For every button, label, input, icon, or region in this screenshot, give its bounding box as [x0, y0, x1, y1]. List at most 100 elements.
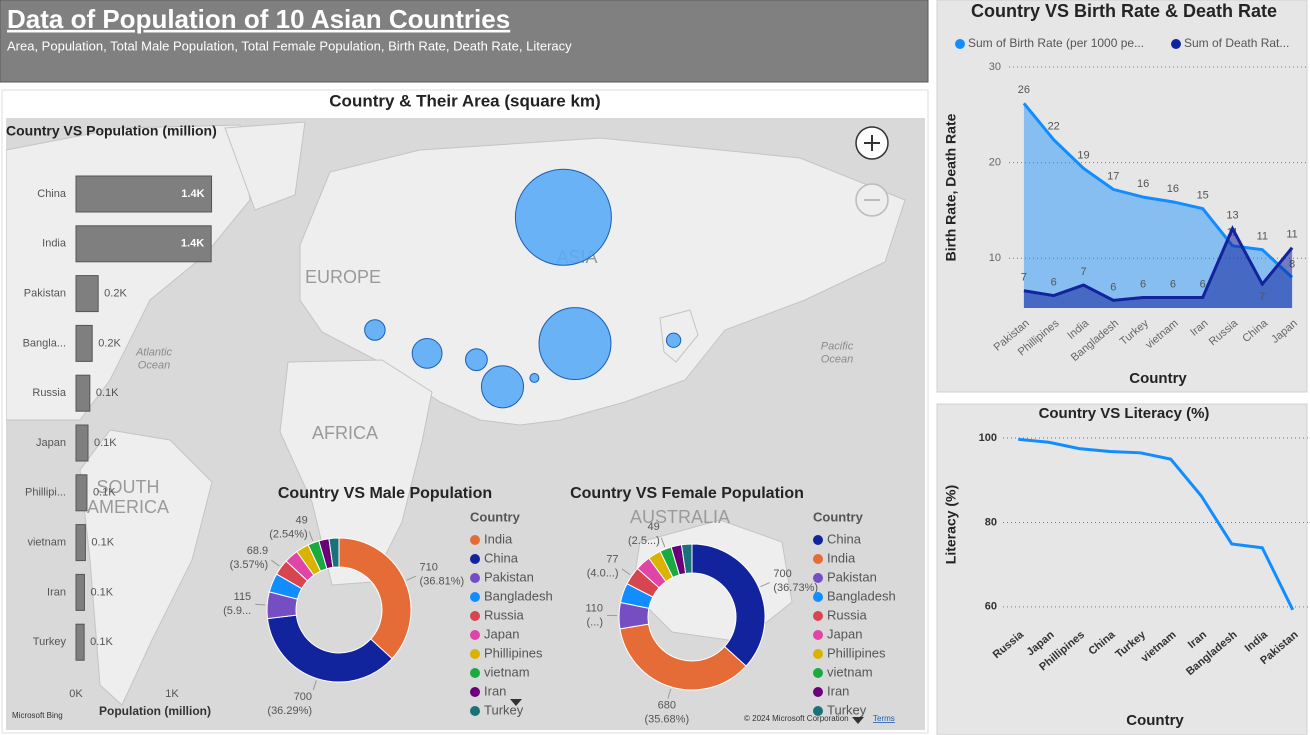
data-label: 16: [1167, 183, 1179, 195]
literacy-panel: [936, 403, 1308, 735]
y-axis-title: Birth Rate, Death Rate: [943, 113, 959, 261]
legend-label: vietnam: [827, 664, 873, 679]
legend-marker: [470, 649, 480, 659]
legend-marker: [813, 687, 823, 697]
donut-slice: [680, 543, 693, 575]
legend-marker: [813, 706, 823, 716]
data-label: 0.1K: [93, 487, 116, 499]
legend-label: Sum of Birth Rate (per 1000 pe...: [968, 36, 1144, 50]
leader-line: [406, 575, 417, 581]
area-bubble: [538, 307, 612, 381]
legend-label: Phillipines: [827, 645, 886, 660]
donut-slice: [619, 623, 747, 691]
data-label: 6: [1051, 276, 1057, 288]
legend-marker: [470, 592, 480, 602]
legend-label: Phillipines: [484, 645, 543, 660]
rates-panel: [936, 0, 1308, 393]
data-label: 7: [1021, 272, 1027, 284]
y-tick-label: 30: [989, 61, 1001, 73]
legend-label: Pakistan: [827, 569, 877, 584]
leader-line: [621, 568, 631, 576]
x-axis-title: Country: [1129, 370, 1187, 387]
bar: [75, 275, 99, 313]
y-tick-label: vietnam: [27, 537, 66, 549]
legend-scroll-arrow[interactable]: [510, 699, 522, 706]
data-label: 77 (4.0...): [587, 554, 619, 580]
y-tick-label: 60: [985, 601, 997, 613]
bar: [75, 324, 93, 362]
ocean-label: Pacific Ocean: [821, 340, 854, 365]
data-label: 0.1K: [91, 537, 114, 549]
data-label: 68.9 (3.57%): [230, 545, 269, 571]
legend-marker: [813, 649, 823, 659]
y-tick-label: India: [42, 238, 67, 250]
data-label: 115 (5.9...: [223, 591, 251, 617]
y-tick-label: Turkey: [33, 636, 67, 648]
bar: [75, 474, 88, 512]
legend-label: China: [827, 531, 862, 546]
y-tick-label: Russia: [32, 387, 67, 399]
map-attribution: © 2024 Microsoft Corporation: [744, 714, 849, 723]
data-label: 22: [1048, 121, 1060, 133]
continent-label: EUROPE: [305, 267, 381, 287]
data-label: 49 (2.5...): [628, 521, 660, 547]
leader-line: [255, 603, 266, 606]
data-label: 49 (2.54%): [269, 515, 308, 541]
data-label: 16: [1137, 178, 1149, 190]
data-label: 7: [1259, 291, 1265, 303]
legend-marker: [813, 668, 823, 678]
header-panel: [0, 0, 929, 83]
chart-title: Country VS Literacy (%): [1039, 405, 1210, 422]
legend-label: Japan: [484, 626, 519, 641]
legend-marker: [1171, 39, 1181, 49]
chart-title: Country VS Birth Rate & Death Rate: [971, 1, 1277, 21]
map-base: [6, 118, 925, 730]
legend-label: Pakistan: [484, 569, 534, 584]
y-tick-label: Phillipi...: [25, 487, 66, 499]
donut-slice: [691, 543, 766, 667]
leader-line: [308, 531, 314, 542]
legend-scroll-arrow[interactable]: [852, 717, 864, 724]
donut-slice: [338, 537, 412, 660]
legend-label: China: [484, 550, 519, 565]
data-label: 0.1K: [94, 437, 117, 449]
legend-label: Japan: [827, 626, 862, 641]
y-tick-label: Pakistan: [24, 288, 66, 300]
area-bubble: [665, 332, 682, 348]
legend-marker: [470, 630, 480, 640]
y-tick-label: Bangla...: [23, 337, 66, 349]
continent-label: SOUTH AMERICA: [87, 477, 169, 517]
legend-label: India: [484, 531, 513, 546]
legend-label: Turkey: [484, 702, 524, 717]
page-subtitle: Area, Population, Total Male Population,…: [7, 38, 572, 53]
legend-marker: [470, 668, 480, 678]
legend-label: Iran: [827, 683, 849, 698]
data-label: 680 (35.68%): [644, 699, 689, 725]
data-label: 710 (36.81%): [420, 561, 465, 587]
data-label: 0.2K: [104, 288, 127, 300]
legend-marker: [470, 611, 480, 621]
zoom-out-button[interactable]: [855, 183, 889, 217]
area-bubble: [411, 337, 443, 369]
legend-marker: [470, 706, 480, 716]
data-label: 11: [1286, 229, 1297, 241]
data-label: 13: [1226, 210, 1238, 222]
legend-marker: [813, 573, 823, 583]
chart-title: Country & Their Area (square km): [329, 91, 600, 110]
data-label: 7: [1080, 266, 1086, 278]
data-label: 15: [1197, 189, 1209, 201]
y-tick-label: 80: [985, 516, 997, 528]
data-label: 6: [1170, 278, 1176, 290]
data-label: 700 (36.29%): [267, 691, 312, 717]
continent-label: AFRICA: [312, 423, 378, 443]
data-label: 6: [1140, 278, 1146, 290]
map-attribution: Microsoft Bing: [12, 711, 63, 720]
data-label: 11: [1257, 231, 1268, 243]
data-label: 6: [1110, 281, 1116, 293]
land: [279, 359, 433, 586]
leader-line: [760, 582, 770, 588]
continent-label: AUSTRALIA: [630, 507, 730, 527]
zoom-in-button[interactable]: [855, 126, 889, 160]
legend-marker: [813, 611, 823, 621]
y-tick-label: 10: [989, 252, 1001, 264]
